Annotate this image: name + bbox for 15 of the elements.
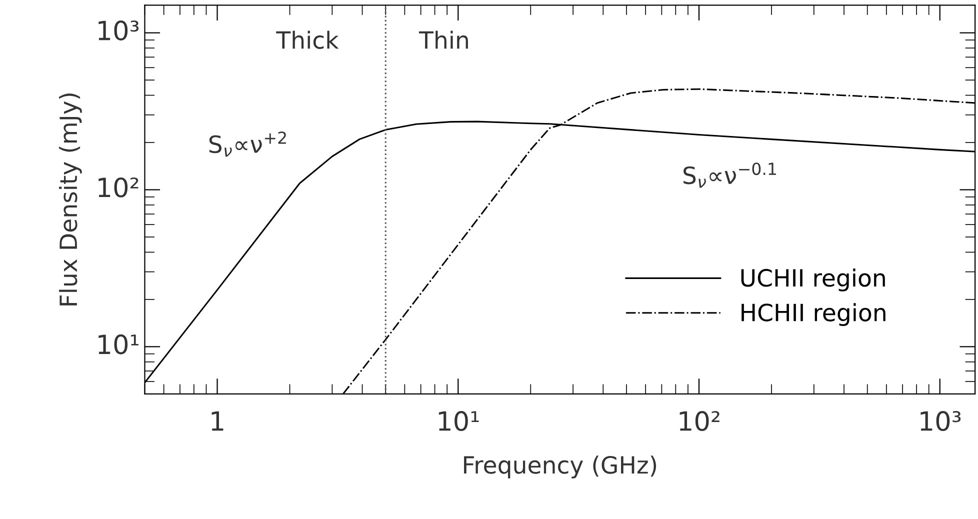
annotation: Thick <box>276 30 339 49</box>
legend-label: UCHII region <box>741 268 885 292</box>
annotation: S$_{ν}$∝ν$^{−0.1}$ <box>684 162 776 188</box>
y-axis-title: Flux Density (mJy) <box>58 93 82 306</box>
y-tick-label: 10³ <box>98 20 139 40</box>
x-tick-label: 10¹ <box>438 411 479 432</box>
x-axis-title: Frequency (GHz) <box>464 456 656 478</box>
x-tick-label: 1 <box>212 411 224 431</box>
annotation: Thin <box>418 30 468 49</box>
x-tick-label: 10² <box>680 411 720 432</box>
y-tick-label: 10¹ <box>98 334 138 354</box>
annotation: S$_{ν}$∝ν$^{+2}$ <box>209 131 286 157</box>
y-tick-label: 10² <box>98 177 138 198</box>
x-tick-label: 10³ <box>920 411 961 432</box>
legend-label: HCHII region <box>742 303 886 326</box>
